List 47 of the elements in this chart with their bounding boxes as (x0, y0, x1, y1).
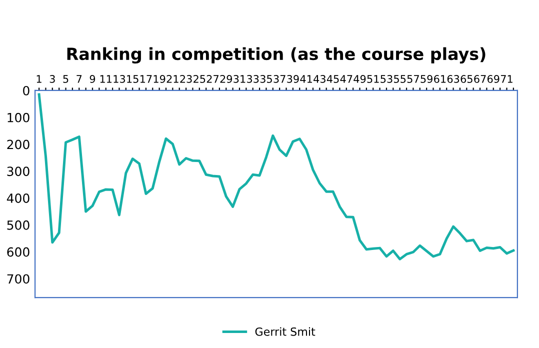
line-series (38, 93, 515, 260)
x-tick-label: 41 (300, 75, 312, 83)
y-tick-label: 100 (8, 112, 30, 122)
y-tick-label: 600 (7, 247, 30, 257)
x-tick-label: 7 (76, 75, 82, 83)
y-tick-label: 700 (7, 274, 30, 284)
chart-title: Ranking in competition (as the course plays) (67, 47, 486, 64)
x-tick-label: 25 (194, 75, 206, 83)
x-tick-label: 39 (287, 75, 299, 83)
x-tick-label: 21 (166, 75, 178, 83)
legend-label: Gerrit Smit (255, 327, 316, 336)
x-tick-label: 5 (63, 75, 68, 83)
x-tick-label: 69 (487, 75, 500, 83)
x-tick-label: 67 (474, 75, 486, 83)
y-tick-label: 0 (23, 86, 30, 96)
x-tick-label: 1 (36, 75, 42, 83)
x-tick-label: 13 (114, 75, 126, 83)
x-tick-label: 65 (460, 75, 472, 83)
x-tick-label: 11 (100, 75, 112, 83)
x-tick-label: 27 (206, 75, 218, 83)
x-tick-label: 15 (127, 75, 138, 83)
x-tick-label: 57 (407, 75, 419, 83)
y-tick-label: 400 (6, 194, 30, 203)
x-tick-label: 37 (274, 75, 286, 83)
x-tick-label: 71 (500, 75, 512, 83)
x-tick-label: 31 (234, 75, 246, 83)
x-tick-label: 55 (394, 75, 406, 83)
y-tick-label: 300 (7, 166, 30, 176)
x-tick-label: 61 (434, 75, 446, 83)
x-tick-label: 29 (220, 75, 232, 83)
y-tick-label: 200 (7, 140, 30, 150)
x-tick-label: 43 (314, 75, 326, 83)
x-tick-label: 3 (50, 75, 55, 83)
x-tick-label: 53 (380, 75, 392, 83)
x-tick-label: 33 (247, 75, 259, 83)
x-tick-label: 59 (420, 75, 432, 83)
y-tick-label: 500 (7, 220, 30, 230)
x-tick-label: 23 (180, 75, 192, 83)
x-tick-label: 35 (260, 75, 272, 83)
x-tick-label: 63 (447, 75, 460, 83)
x-tick-label: 47 (340, 75, 352, 83)
x-tick-label: 9 (90, 75, 96, 83)
x-tick-label: 17 (140, 75, 152, 83)
x-tick-label: 51 (367, 75, 379, 83)
x-tick-label: 49 (354, 75, 366, 83)
x-tick-label: 45 (326, 75, 339, 83)
x-tick-label: 19 (154, 75, 166, 83)
